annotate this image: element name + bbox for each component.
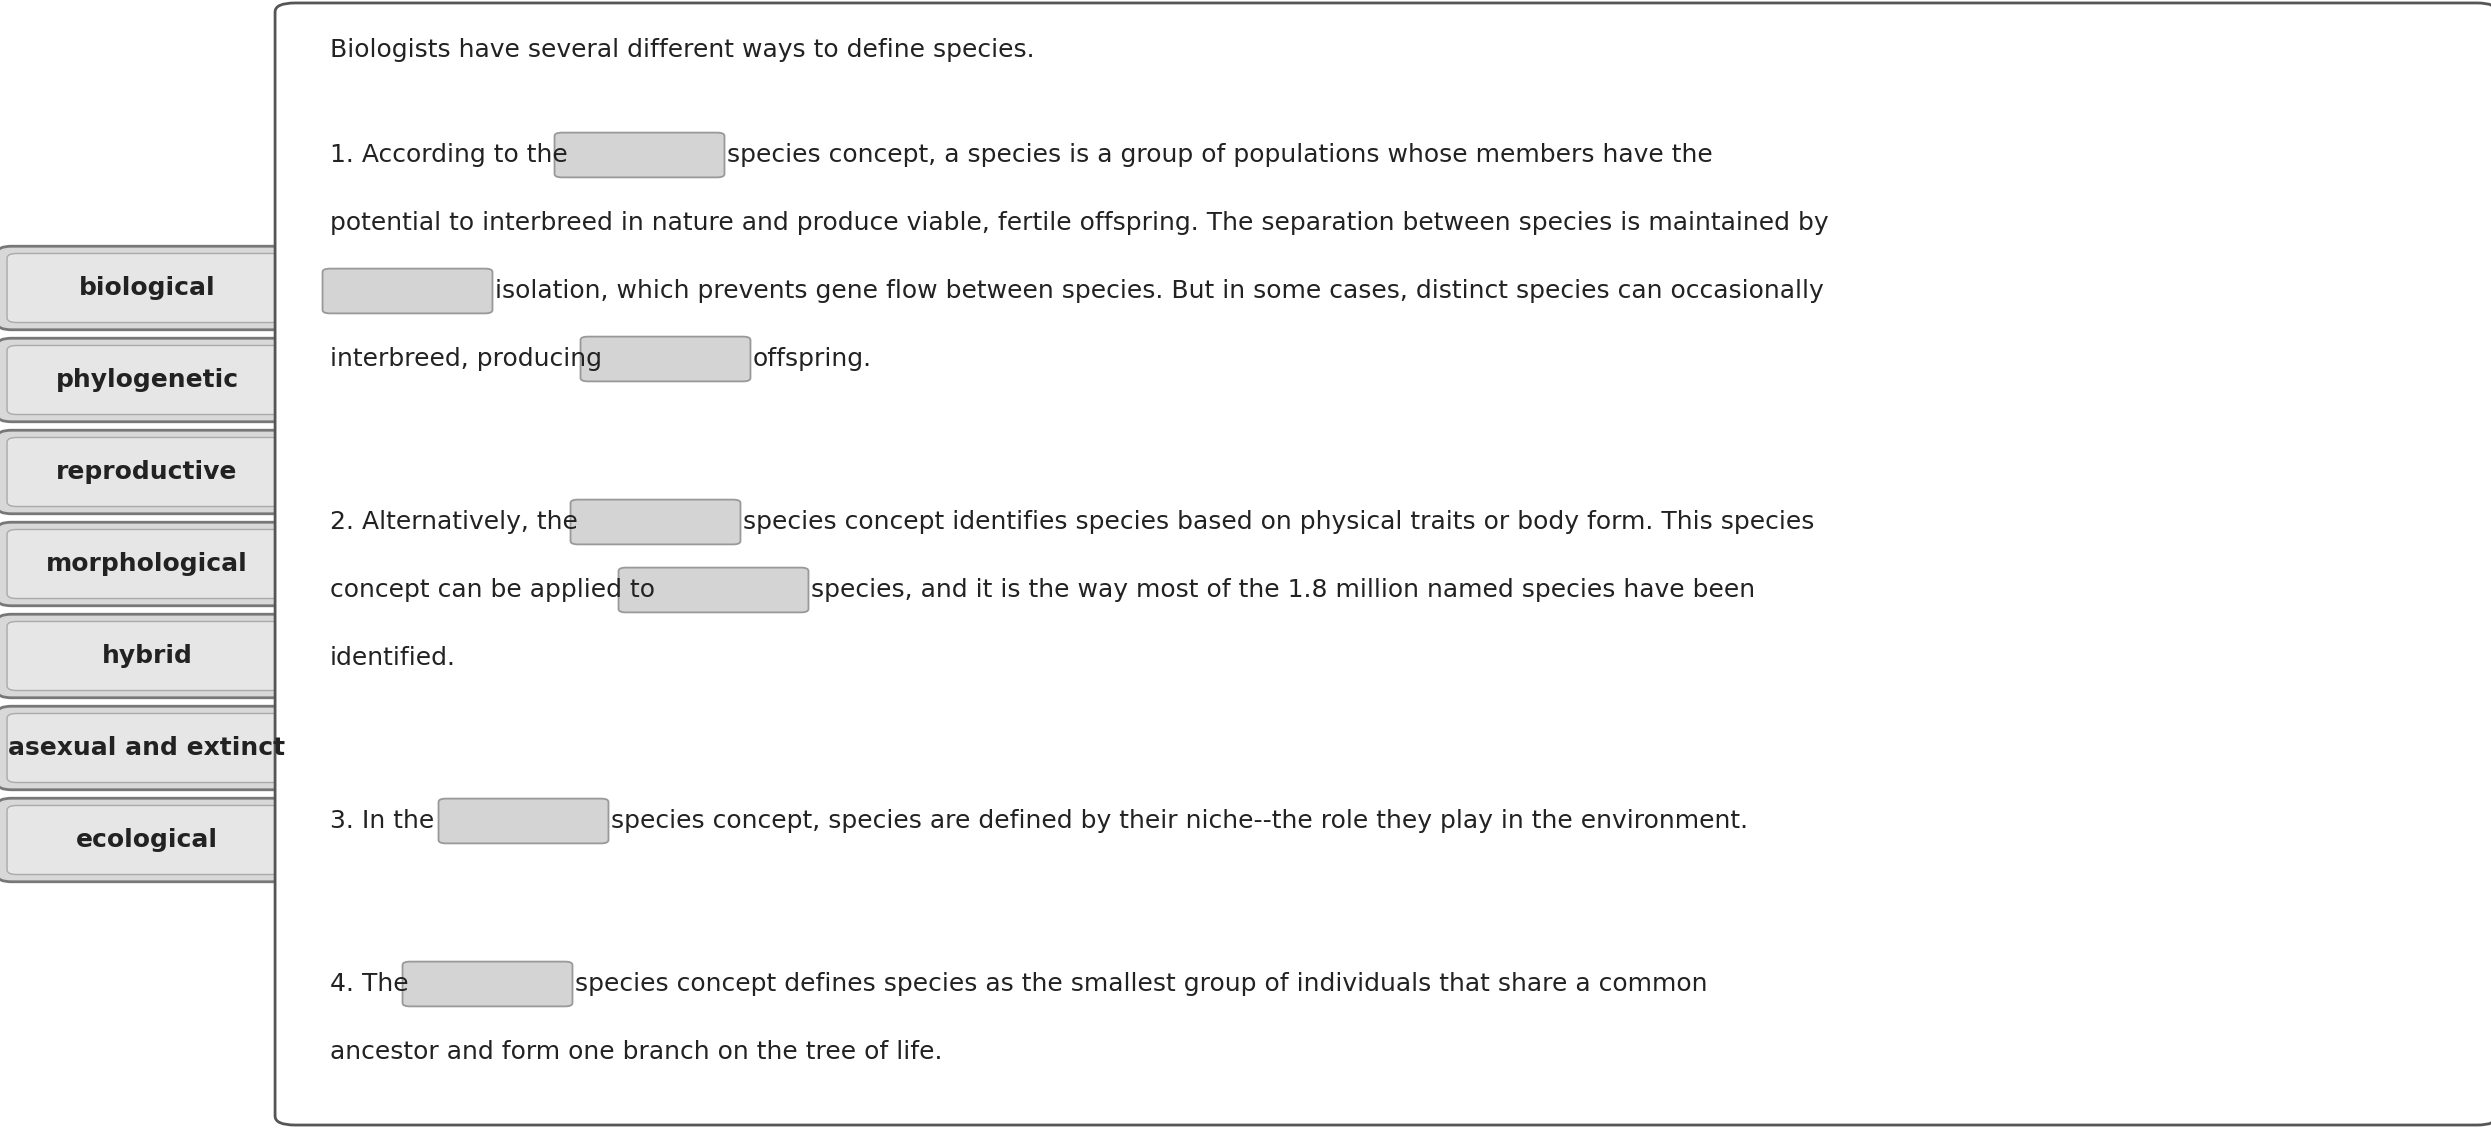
FancyBboxPatch shape [321, 268, 493, 314]
FancyBboxPatch shape [0, 615, 296, 698]
Text: morphological: morphological [47, 552, 249, 576]
FancyBboxPatch shape [7, 805, 286, 874]
Text: phylogenetic: phylogenetic [55, 368, 239, 393]
FancyBboxPatch shape [7, 714, 286, 783]
Text: reproductive: reproductive [57, 460, 237, 484]
Text: offspring.: offspring. [752, 347, 872, 371]
Text: potential to interbreed in nature and produce viable, fertile offspring. The sep: potential to interbreed in nature and pr… [329, 211, 1828, 235]
Text: asexual and extinct: asexual and extinct [7, 735, 286, 760]
FancyBboxPatch shape [274, 3, 2491, 1125]
Text: Biologists have several different ways to define species.: Biologists have several different ways t… [329, 38, 1034, 62]
FancyBboxPatch shape [0, 522, 296, 606]
FancyBboxPatch shape [0, 430, 296, 513]
Text: species, and it is the way most of the 1.8 million named species have been: species, and it is the way most of the 1… [812, 578, 1756, 602]
Text: 2. Alternatively, the: 2. Alternatively, the [329, 510, 578, 534]
Text: species concept, a species is a group of populations whose members have the: species concept, a species is a group of… [727, 143, 1714, 167]
FancyBboxPatch shape [618, 567, 810, 613]
Text: species concept identifies species based on physical traits or body form. This s: species concept identifies species based… [742, 510, 1813, 534]
Text: 4. The: 4. The [329, 972, 409, 996]
FancyBboxPatch shape [0, 706, 296, 790]
Text: species concept defines species as the smallest group of individuals that share : species concept defines species as the s… [575, 972, 1706, 996]
FancyBboxPatch shape [438, 799, 608, 844]
Text: isolation, which prevents gene flow between species. But in some cases, distinct: isolation, which prevents gene flow betw… [496, 279, 1823, 303]
FancyBboxPatch shape [570, 500, 740, 545]
FancyBboxPatch shape [555, 133, 725, 177]
FancyBboxPatch shape [7, 438, 286, 506]
FancyBboxPatch shape [0, 338, 296, 422]
Text: ancestor and form one branch on the tree of life.: ancestor and form one branch on the tree… [329, 1040, 942, 1064]
Text: ecological: ecological [77, 828, 219, 852]
FancyBboxPatch shape [580, 336, 750, 381]
Text: species concept, species are defined by their niche--the role they play in the e: species concept, species are defined by … [610, 809, 1749, 832]
Text: 1. According to the: 1. According to the [329, 143, 568, 167]
FancyBboxPatch shape [0, 246, 296, 329]
FancyBboxPatch shape [7, 254, 286, 323]
Text: interbreed, producing: interbreed, producing [329, 347, 603, 371]
FancyBboxPatch shape [7, 345, 286, 414]
FancyBboxPatch shape [7, 622, 286, 690]
FancyBboxPatch shape [7, 529, 286, 599]
Text: concept can be applied to: concept can be applied to [329, 578, 655, 602]
FancyBboxPatch shape [0, 799, 296, 882]
Text: biological: biological [80, 276, 214, 300]
Text: identified.: identified. [329, 646, 456, 670]
Text: hybrid: hybrid [102, 644, 192, 668]
Text: 3. In the: 3. In the [329, 809, 433, 832]
FancyBboxPatch shape [404, 961, 573, 1006]
